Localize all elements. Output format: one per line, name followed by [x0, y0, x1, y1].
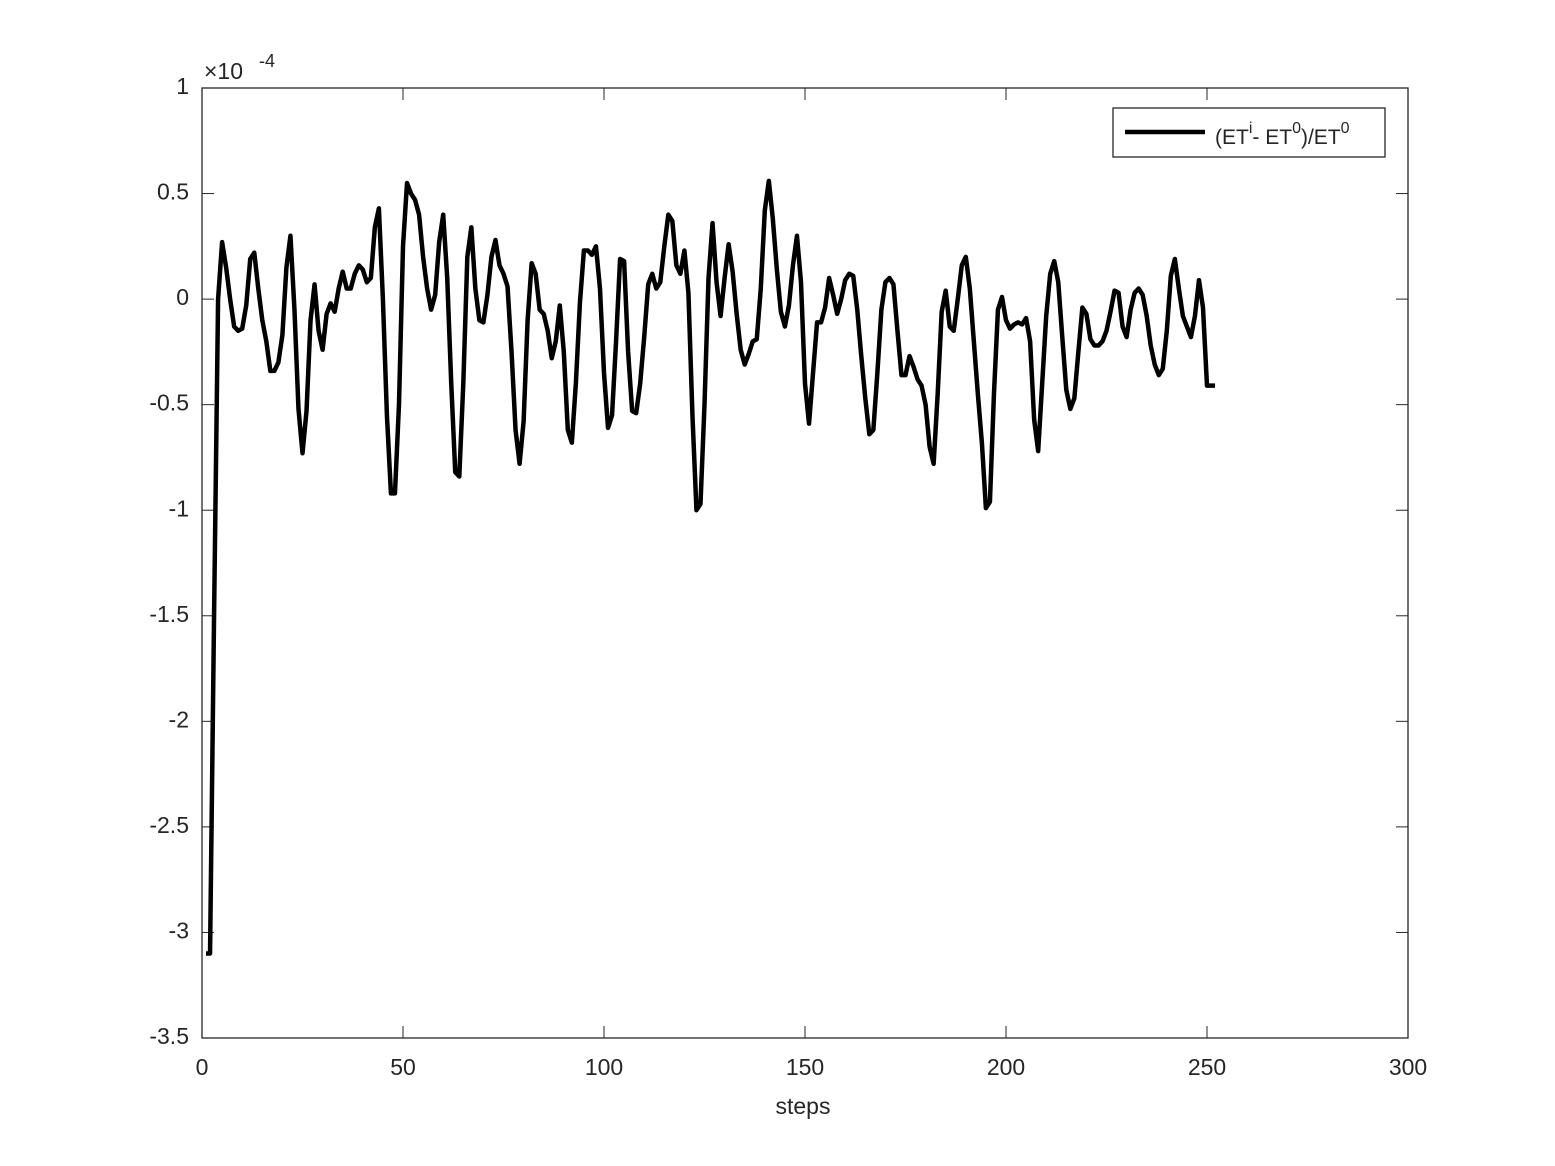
- y-tick-label: 1: [176, 73, 189, 99]
- y-tick-label: 0: [176, 284, 189, 310]
- y-tick-label: -1.5: [149, 601, 189, 627]
- y-tick-label: -3: [169, 918, 189, 944]
- plot-frame: [201, 87, 1409, 1039]
- x-tick-label: 150: [786, 1054, 824, 1080]
- y-tick-label: -2: [169, 706, 189, 732]
- y-tick-label: 0.5: [157, 179, 189, 205]
- x-tick-label: 50: [390, 1054, 416, 1080]
- x-tick-label: 250: [1188, 1054, 1226, 1080]
- x-tick-label: 100: [585, 1054, 623, 1080]
- y-multiplier-exponent: -4: [259, 51, 275, 71]
- y-tick-label: -0.5: [149, 390, 189, 416]
- x-tick-label: 200: [987, 1054, 1025, 1080]
- y-tick-label: -2.5: [149, 812, 189, 838]
- y-multiplier-base: ×10: [204, 58, 243, 84]
- y-tick-label: -3.5: [149, 1023, 189, 1049]
- x-tick-label: 0: [196, 1054, 209, 1080]
- x-axis-label: steps: [776, 1093, 831, 1119]
- data-line: [206, 178, 1216, 956]
- x-tick-label: 300: [1389, 1054, 1427, 1080]
- legend-label: (ETi- ET0)/ET0: [1215, 120, 1350, 148]
- y-tick-label: -1: [169, 495, 189, 521]
